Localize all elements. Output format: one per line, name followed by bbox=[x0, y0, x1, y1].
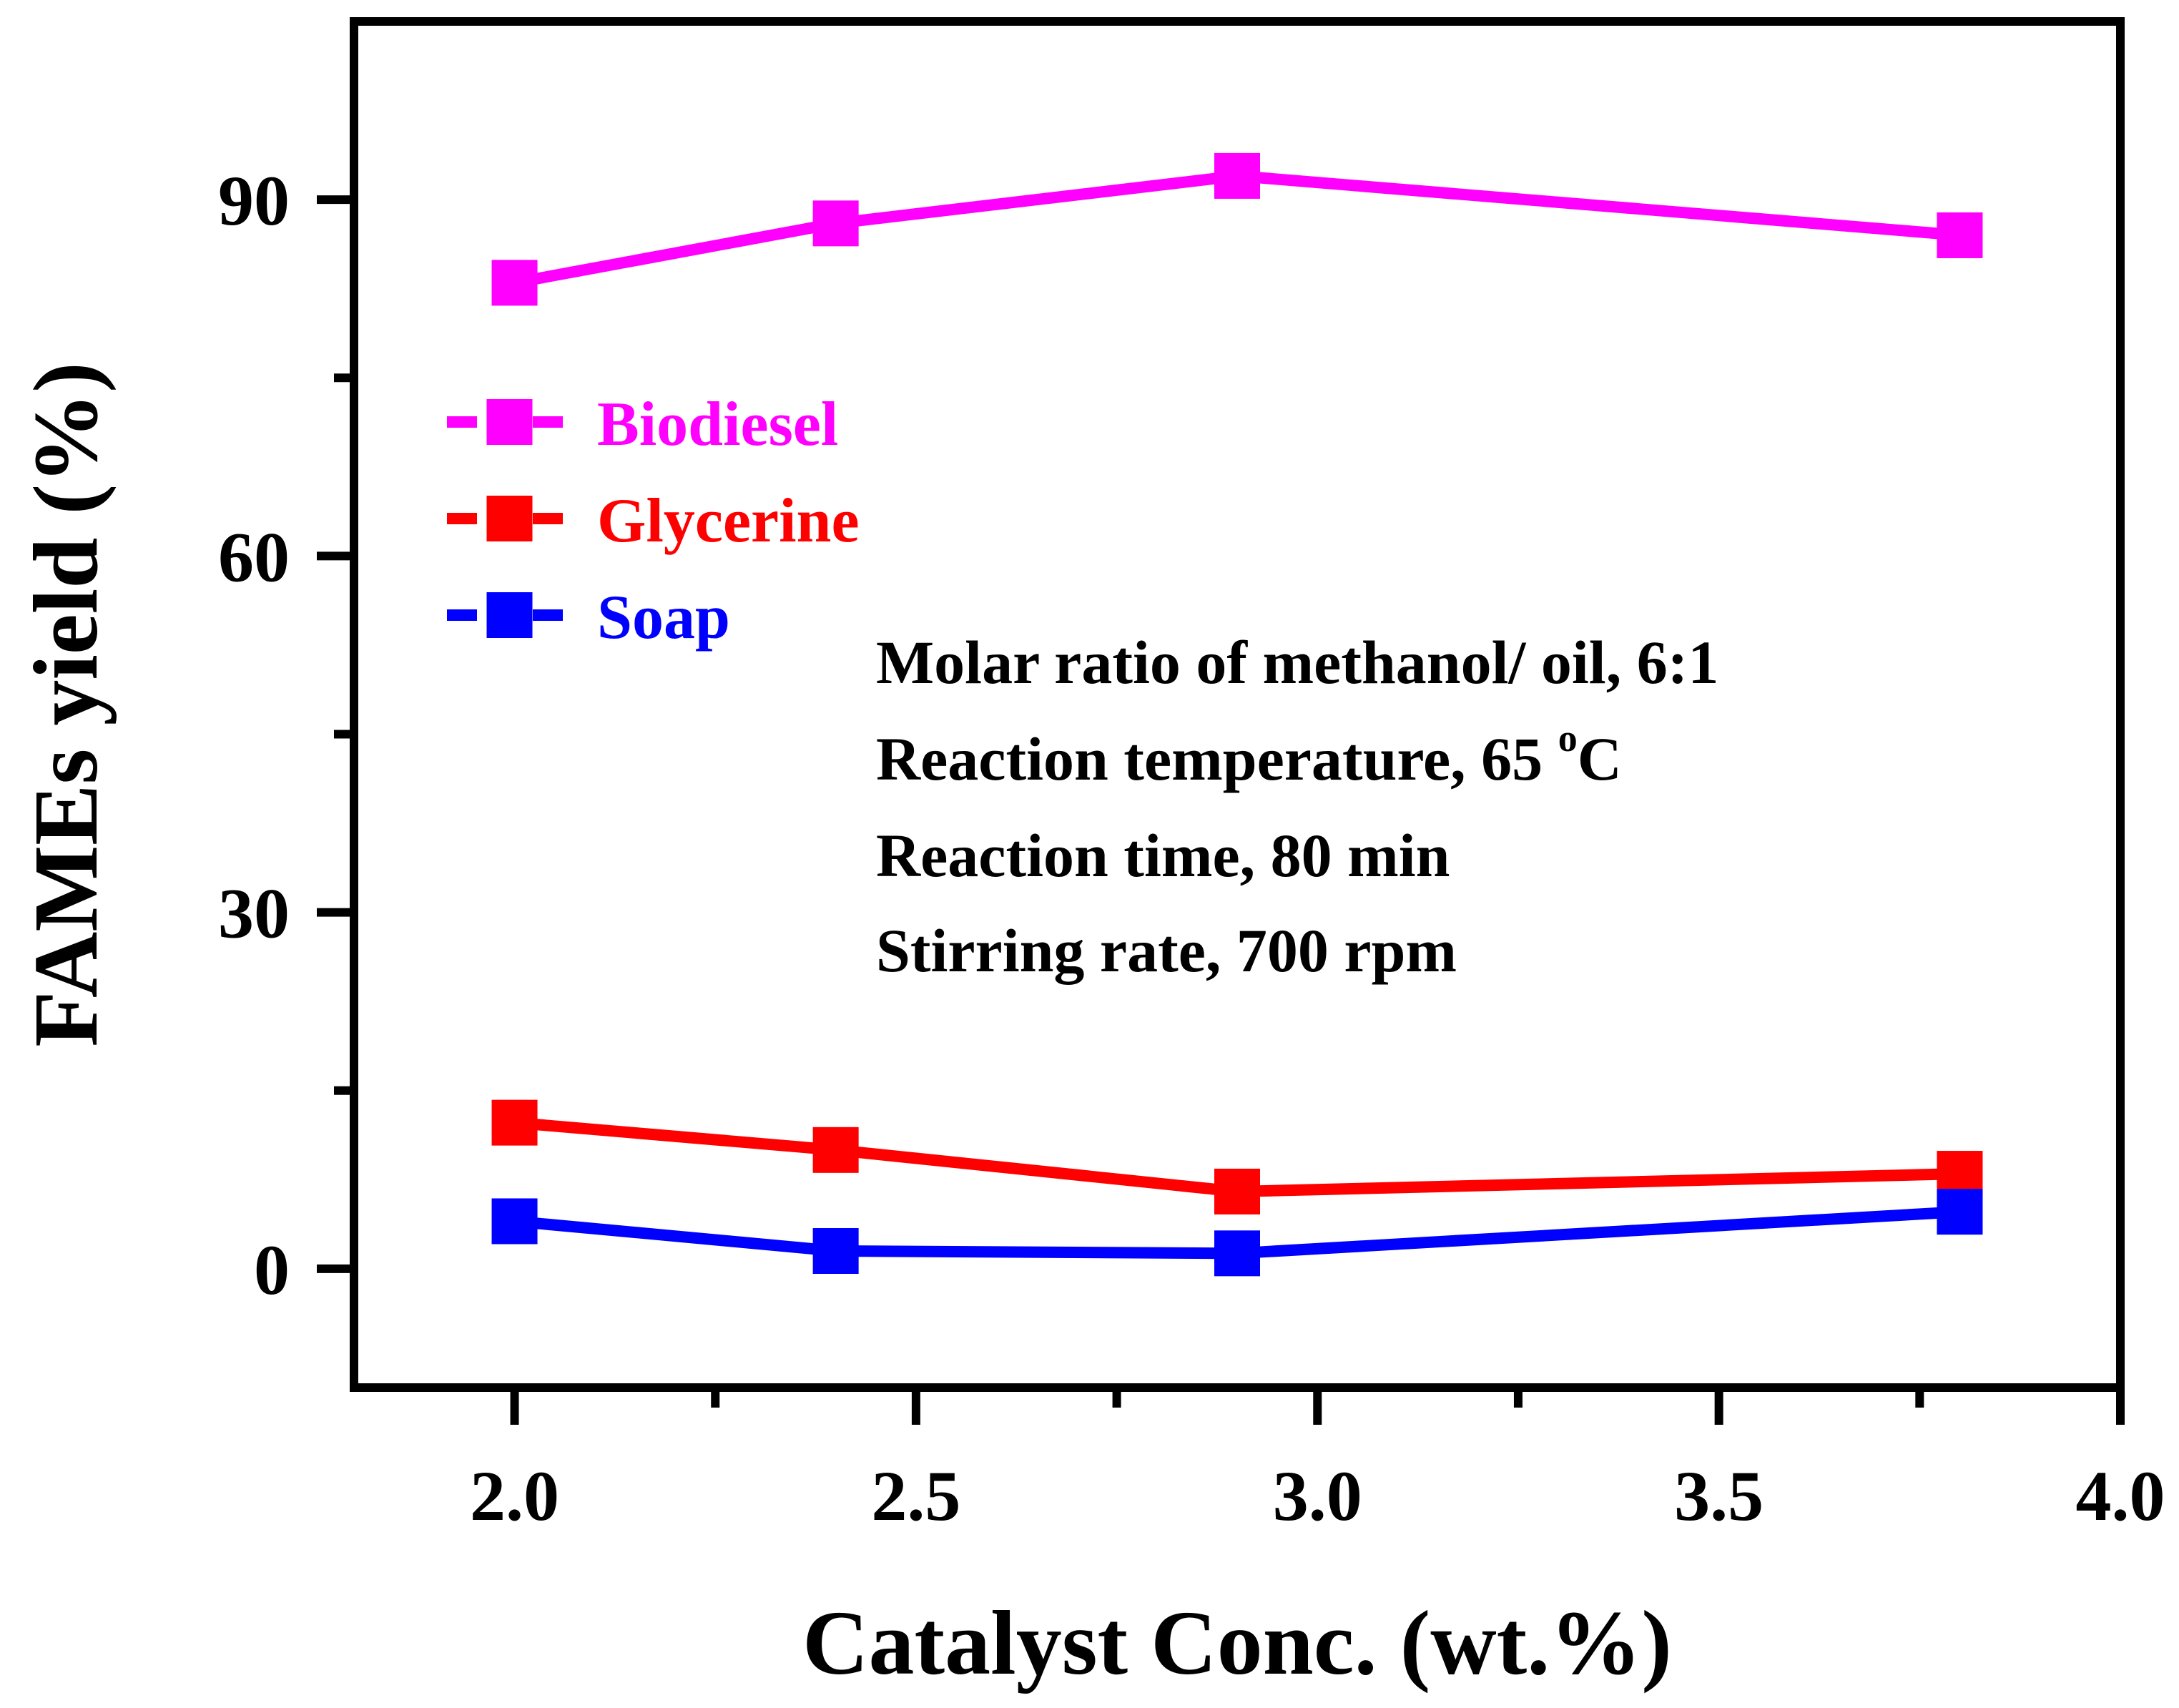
biodiesel-point bbox=[1937, 212, 1983, 258]
y-tick-label: 0 bbox=[254, 1230, 290, 1310]
series-biodiesel bbox=[491, 152, 1983, 306]
annotation-molar-ratio: Molar ratio of methanol/ oil, 6:1 bbox=[876, 628, 1718, 697]
legend: Biodiesel Glycerine Soap bbox=[447, 390, 860, 652]
x-axis-label: Catalyst Conc. (wt.%) bbox=[802, 1592, 1672, 1694]
glycerine-point bbox=[491, 1099, 538, 1146]
legend-item-biodiesel: Biodiesel bbox=[447, 390, 838, 459]
conditions-annotation: Molar ratio of methanol/ oil, 6:1 Reacti… bbox=[876, 628, 1718, 985]
series-glycerine bbox=[491, 1099, 1983, 1214]
y-tick-label: 30 bbox=[218, 874, 290, 953]
legend-item-soap: Soap bbox=[447, 583, 730, 652]
annotation-temperature-text: Reaction temperature, 65 bbox=[876, 725, 1558, 793]
y-axis-label: FAMEs yield (%) bbox=[15, 362, 117, 1047]
axis-ticks bbox=[317, 195, 2125, 1425]
series-layer bbox=[491, 152, 1983, 1277]
legend-label: Glycerine bbox=[597, 486, 860, 556]
x-tick-label: 2.0 bbox=[470, 1456, 559, 1536]
glycerine-line bbox=[513, 1116, 1960, 1197]
legend-swatch-marker bbox=[486, 399, 533, 445]
series-soap bbox=[491, 1189, 1983, 1277]
biodiesel-point bbox=[812, 200, 859, 247]
soap-line bbox=[513, 1206, 1960, 1260]
annotation-reaction-time: Reaction time, 80 min bbox=[876, 821, 1450, 890]
soap-point bbox=[491, 1198, 538, 1245]
annotation-temperature-unit: C bbox=[1578, 725, 1622, 793]
glycerine-point bbox=[812, 1127, 859, 1173]
biodiesel-point bbox=[491, 260, 538, 306]
biodiesel-point bbox=[1214, 152, 1260, 199]
annotation-temperature: Reaction temperature, 65 oC bbox=[876, 717, 1622, 793]
glycerine-point bbox=[1214, 1168, 1260, 1214]
biodiesel-line bbox=[513, 170, 1961, 289]
annotation-stirring-rate: Stirring rate, 700 rpm bbox=[876, 916, 1457, 985]
plot-frame bbox=[350, 17, 2125, 1392]
legend-label: Biodiesel bbox=[597, 390, 838, 459]
legend-label: Soap bbox=[597, 583, 730, 652]
y-tick-label: 60 bbox=[218, 517, 290, 597]
annotation-temperature-degree: o bbox=[1558, 717, 1578, 760]
legend-item-glycerine: Glycerine bbox=[447, 486, 860, 556]
x-tick-label: 3.0 bbox=[1273, 1456, 1362, 1536]
legend-swatch-marker bbox=[486, 496, 533, 541]
soap-point bbox=[812, 1228, 859, 1274]
y-tick-label: 90 bbox=[218, 161, 290, 240]
x-tick-label: 2.5 bbox=[871, 1456, 960, 1536]
x-tick-label: 3.5 bbox=[1674, 1456, 1764, 1536]
legend-swatch-marker bbox=[486, 592, 533, 638]
soap-point bbox=[1214, 1230, 1260, 1277]
axis-tick-labels: 2.0 2.5 3.0 3.5 4.0 0 30 60 90 bbox=[218, 161, 2165, 1536]
x-tick-label: 4.0 bbox=[2076, 1456, 2165, 1536]
soap-point bbox=[1937, 1189, 1983, 1235]
